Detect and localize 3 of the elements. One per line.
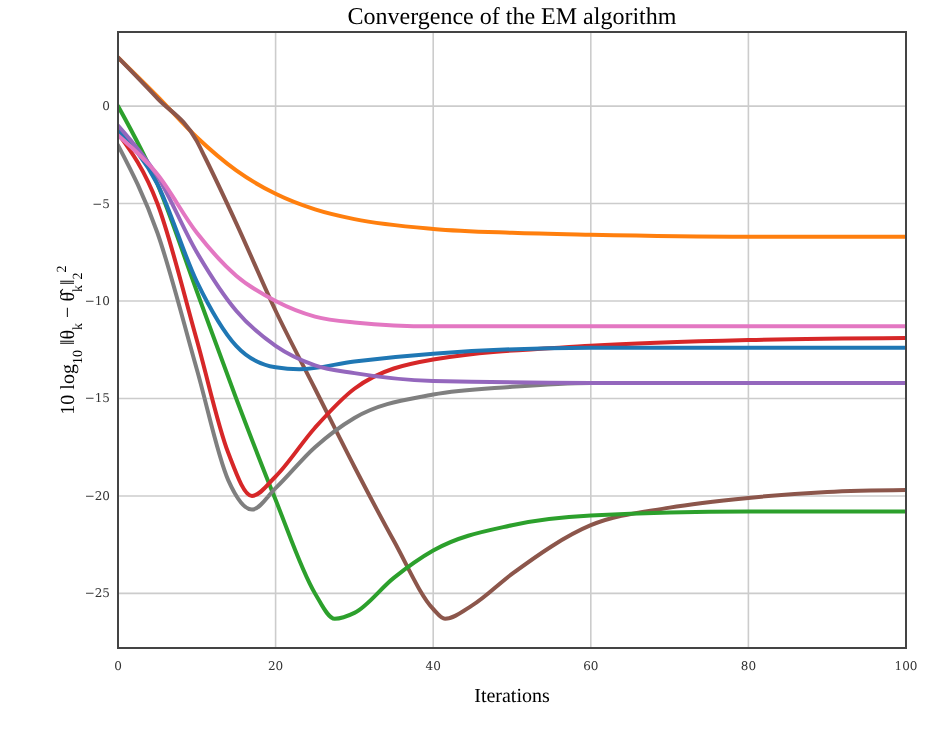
chart-title: Convergence of the EM algorithm bbox=[347, 2, 678, 30]
x-axis-title: Iterations bbox=[474, 686, 550, 708]
line-series bbox=[118, 133, 906, 329]
